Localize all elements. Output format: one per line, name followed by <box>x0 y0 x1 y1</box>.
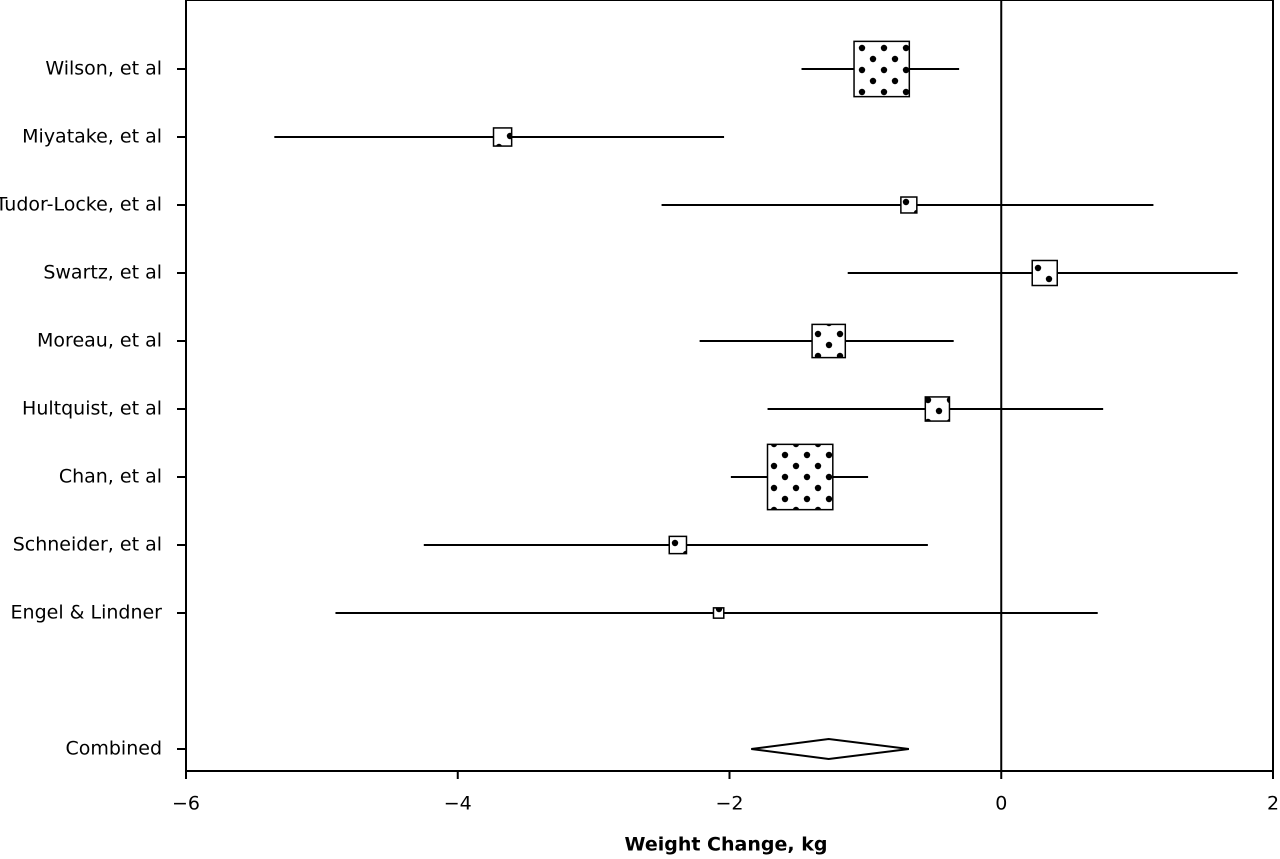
effect-box <box>668 535 688 555</box>
combined-diamond <box>751 737 909 761</box>
y-tick-label: Schneider, et al <box>13 534 162 556</box>
y-tick-label: Engel & Lindner <box>11 602 163 624</box>
effect-box <box>712 607 725 619</box>
x-tick-label: −6 <box>172 793 200 815</box>
y-tick-label: Chan, et al <box>59 466 162 488</box>
x-tick-label: −4 <box>444 793 472 815</box>
y-tick-label: Tudor-Locke, et al <box>0 194 162 216</box>
y-tick-label: Moreau, et al <box>37 330 162 352</box>
y-tick-label: Combined <box>65 738 162 760</box>
x-tick-label: 2 <box>1267 793 1279 815</box>
effect-box <box>811 323 847 359</box>
effect-box <box>766 443 834 511</box>
effect-box <box>492 127 513 147</box>
plot-frame <box>185 0 1274 772</box>
x-tick-label: −2 <box>715 793 743 815</box>
y-tick-label: Wilson, et al <box>45 58 162 80</box>
x-axis-label: Weight Change, kg <box>625 834 828 856</box>
x-tick-label: 0 <box>995 793 1007 815</box>
y-tick-label: Hultquist, et al <box>22 398 162 420</box>
y-tick-label: Miyatake, et al <box>22 126 162 148</box>
effect-box <box>1031 259 1058 287</box>
effect-box <box>900 196 918 214</box>
effect-box <box>853 40 911 98</box>
effect-box <box>924 396 951 422</box>
y-tick-label: Swartz, et al <box>43 262 162 284</box>
